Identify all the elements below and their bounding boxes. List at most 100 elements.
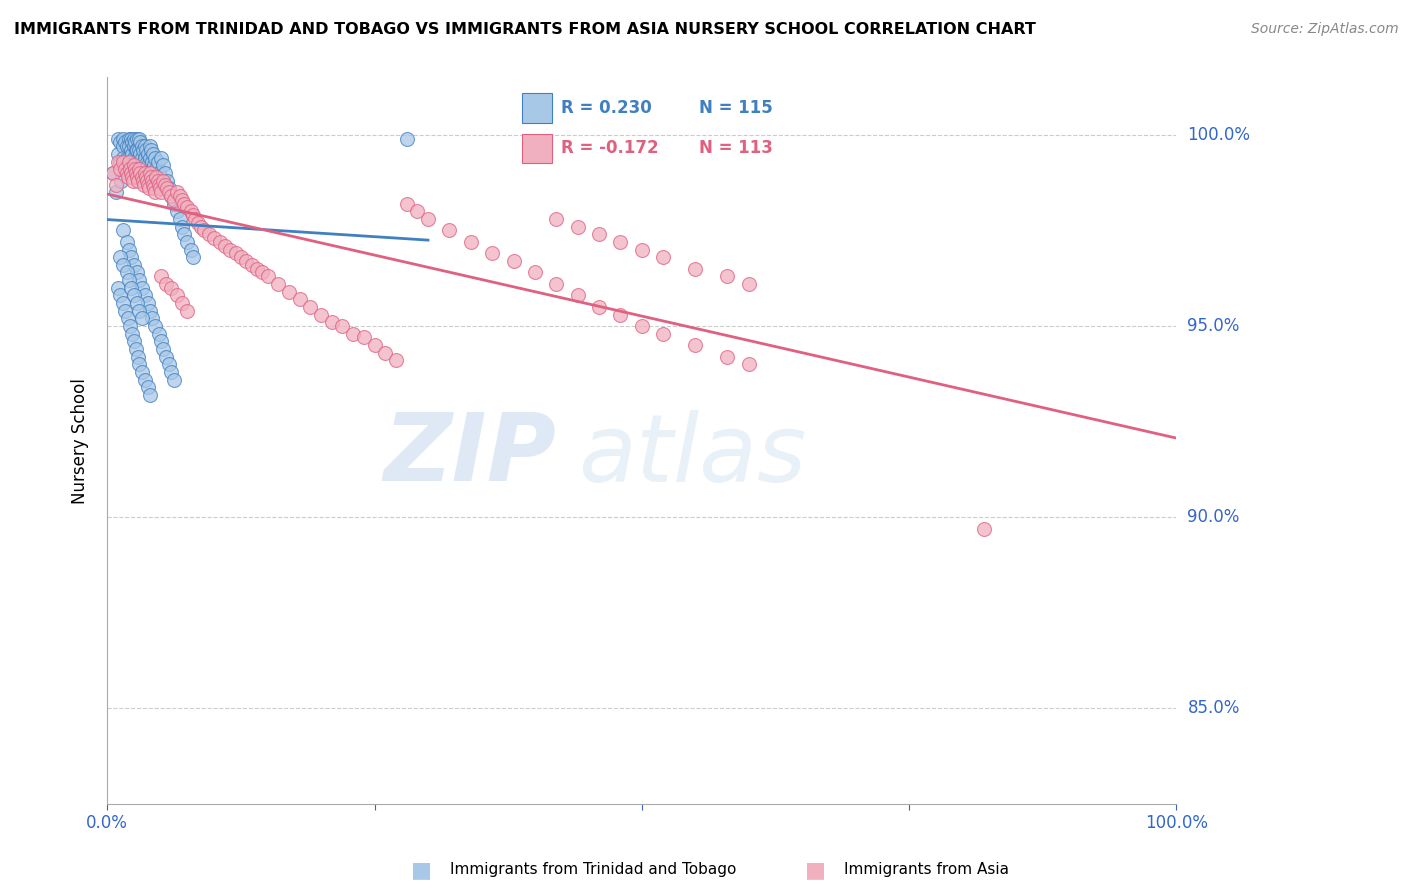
Point [141,174,163,188]
Point [609,308,631,322]
Point [145,169,167,184]
Point [153,166,176,180]
Point [385,353,408,368]
Point [172,193,194,207]
Point [122,158,145,172]
Point [145,162,167,177]
Y-axis label: Nursery School: Nursery School [72,378,89,504]
Point [107,154,129,169]
Point [395,131,418,145]
Point [395,196,418,211]
Point [134,372,156,386]
Point [146,174,169,188]
Point [132,178,155,192]
Point [180,204,202,219]
Point [208,235,231,249]
Point [122,151,145,165]
Point [139,388,162,402]
Point [121,326,143,341]
Point [139,166,162,180]
Point [127,350,149,364]
Point [112,139,135,153]
Point [278,285,301,299]
Point [202,231,225,245]
Text: 85.0%: 85.0% [1188,699,1240,717]
Point [406,204,429,219]
Point [523,265,546,279]
Point [128,162,150,177]
Point [973,522,995,536]
Point [101,166,124,180]
Point [118,162,141,177]
Point [149,151,172,165]
Point [104,178,127,192]
Point [152,174,174,188]
Point [141,154,163,169]
Text: ■: ■ [806,860,825,880]
Text: Source: ZipAtlas.com: Source: ZipAtlas.com [1251,22,1399,37]
Point [235,254,257,268]
Point [120,250,142,264]
Point [162,196,184,211]
Point [198,227,221,242]
Point [460,235,482,249]
Point [142,147,165,161]
Point [132,154,155,169]
Point [145,151,167,165]
Point [225,246,247,260]
Point [609,235,631,249]
Point [135,169,157,184]
Point [138,181,160,195]
Text: IMMIGRANTS FROM TRINIDAD AND TOBAGO VS IMMIGRANTS FROM ASIA NURSERY SCHOOL CORRE: IMMIGRANTS FROM TRINIDAD AND TOBAGO VS I… [14,22,1036,37]
Text: 100.0%: 100.0% [1188,126,1250,144]
Point [155,350,177,364]
Point [439,223,461,237]
Point [118,243,141,257]
Point [115,265,138,279]
Point [299,300,322,314]
Point [162,193,184,207]
Point [136,296,159,310]
Point [120,131,142,145]
Point [114,136,136,150]
Point [115,166,138,180]
Point [256,269,278,284]
Point [139,143,162,157]
Point [374,345,396,359]
Point [156,174,179,188]
Point [120,143,142,157]
Point [101,166,124,180]
Point [166,204,188,219]
Point [353,330,375,344]
Text: Immigrants from Asia: Immigrants from Asia [844,863,1008,877]
Point [129,147,152,161]
Point [117,311,139,326]
Point [134,151,156,165]
Point [288,292,311,306]
Point [120,166,142,180]
Point [683,261,706,276]
Point [152,342,174,356]
Point [139,139,162,153]
Point [128,273,150,287]
Point [176,201,198,215]
Point [181,250,204,264]
Point [128,143,150,157]
Text: 90.0%: 90.0% [1188,508,1240,526]
Point [630,243,652,257]
Point [122,139,145,153]
Point [118,139,141,153]
Point [246,261,269,276]
Point [145,318,167,333]
Point [567,219,589,234]
Point [136,147,159,161]
Point [143,181,166,195]
Point [187,216,209,230]
Point [127,169,149,184]
Point [160,281,183,295]
Point [110,174,132,188]
Point [131,151,153,165]
Point [114,162,136,177]
Point [481,246,503,260]
Point [141,311,163,326]
